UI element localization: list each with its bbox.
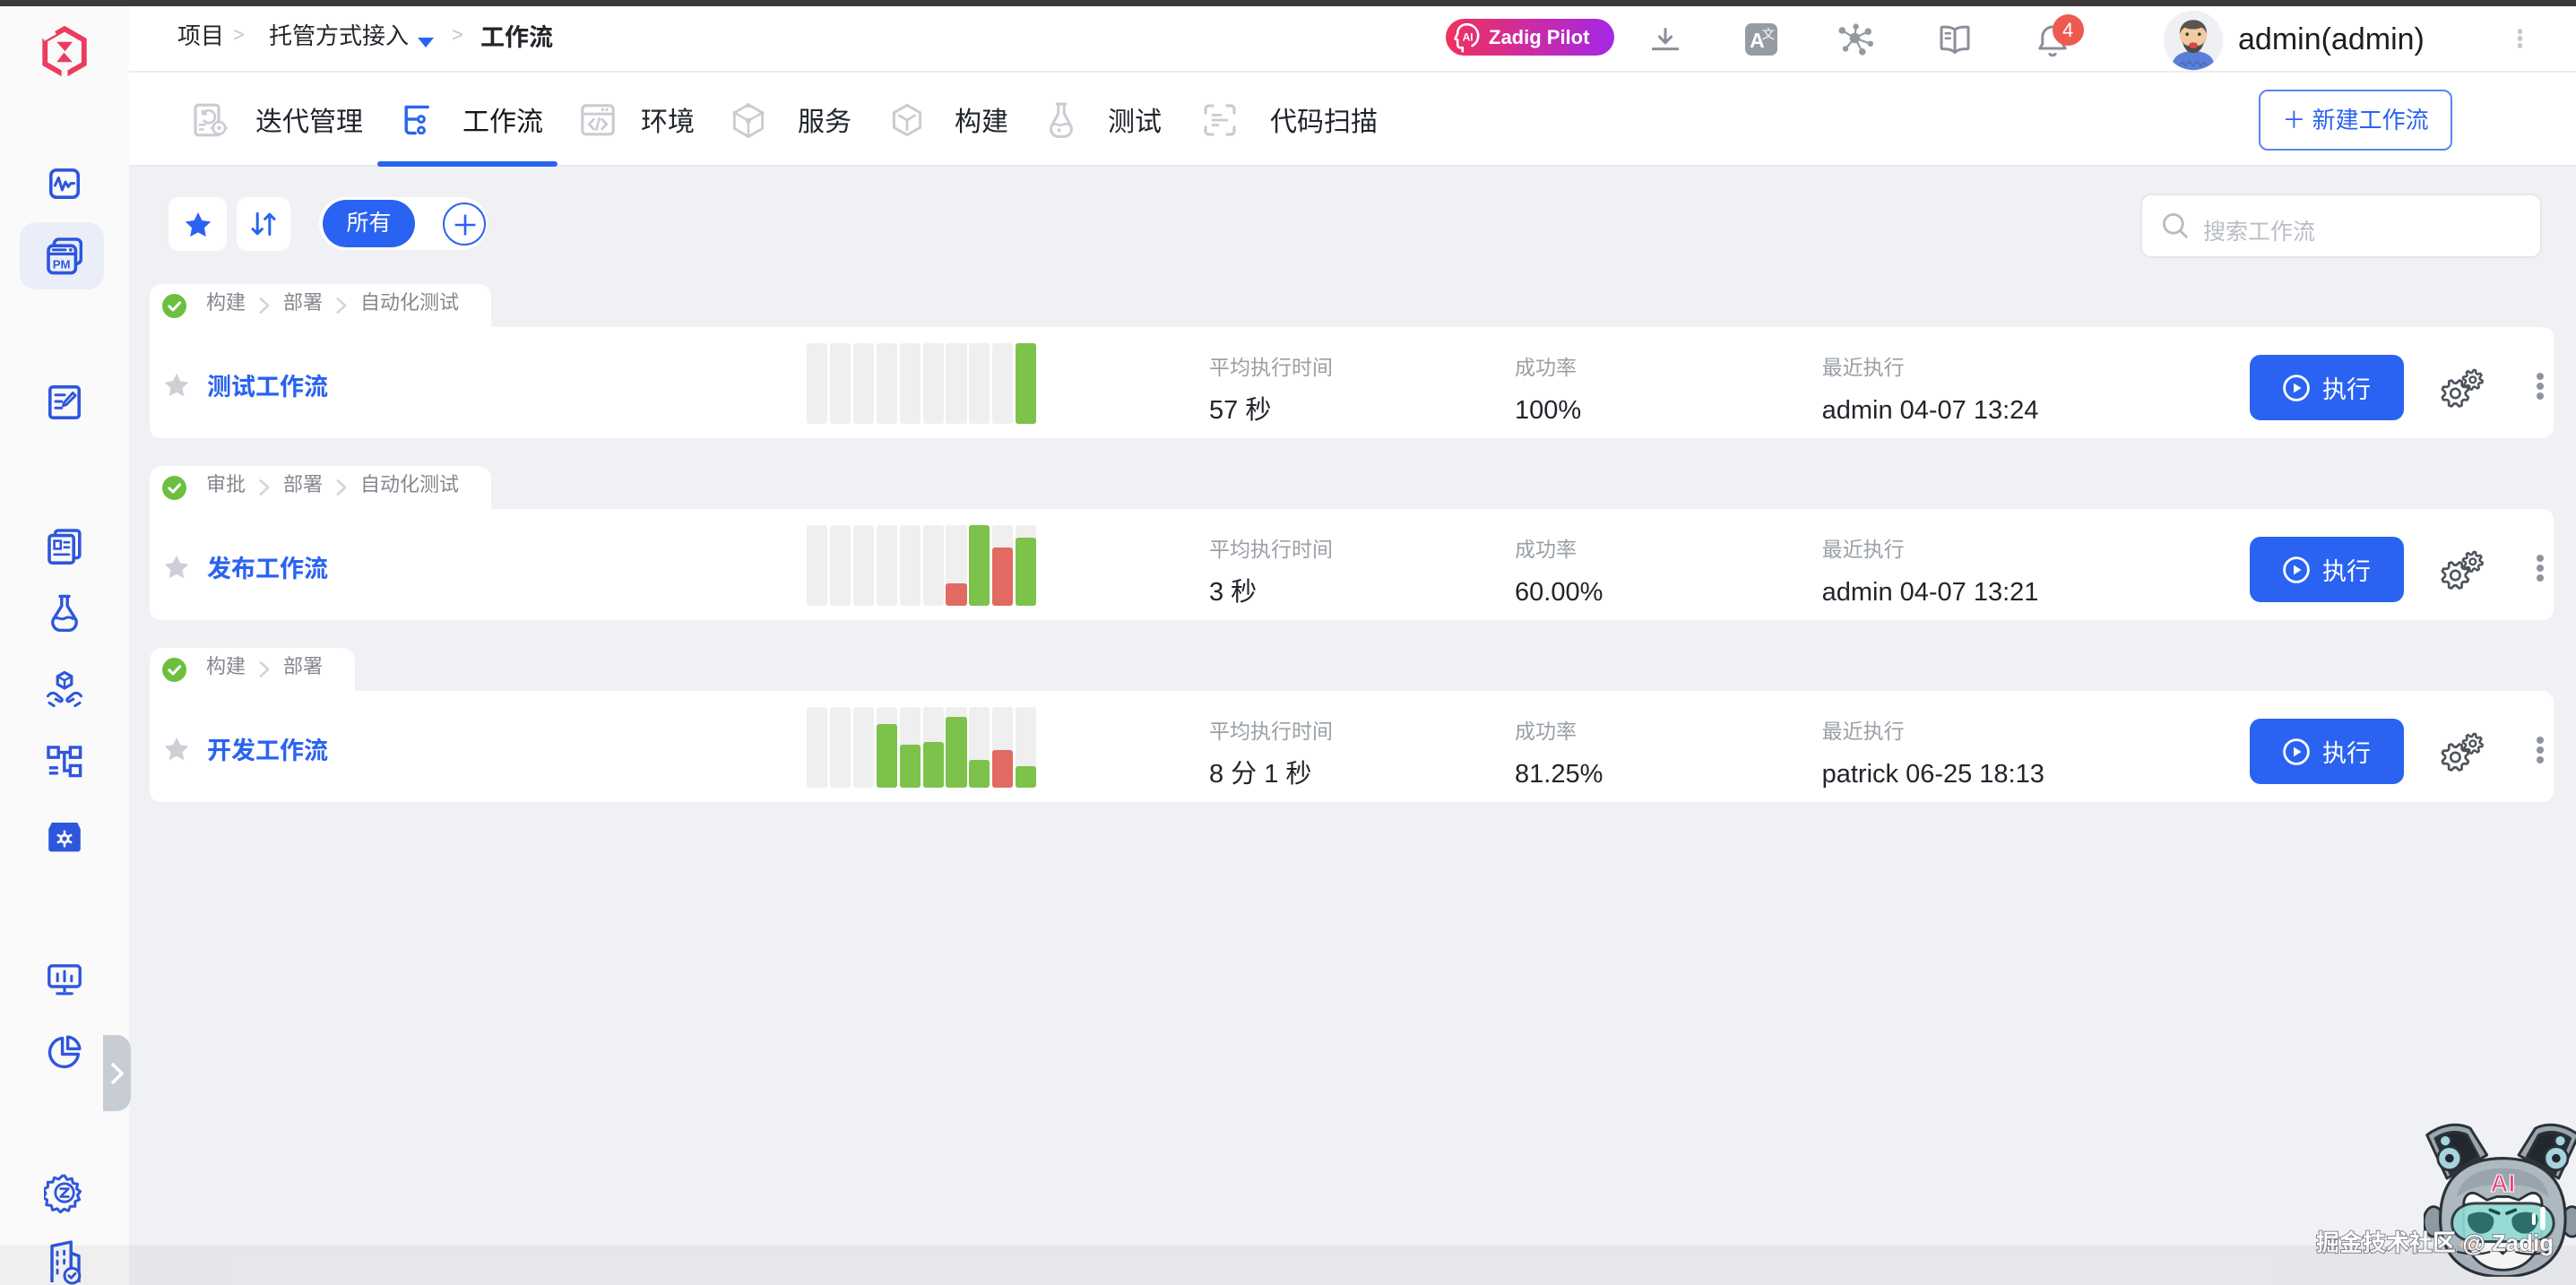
svg-text:AI: AI [1463, 30, 1474, 43]
svg-text:AI: AI [2490, 1169, 2515, 1197]
svg-text:A: A [1750, 29, 1765, 52]
svg-text:文: 文 [1762, 24, 1775, 43]
svg-text:PM: PM [53, 258, 71, 272]
